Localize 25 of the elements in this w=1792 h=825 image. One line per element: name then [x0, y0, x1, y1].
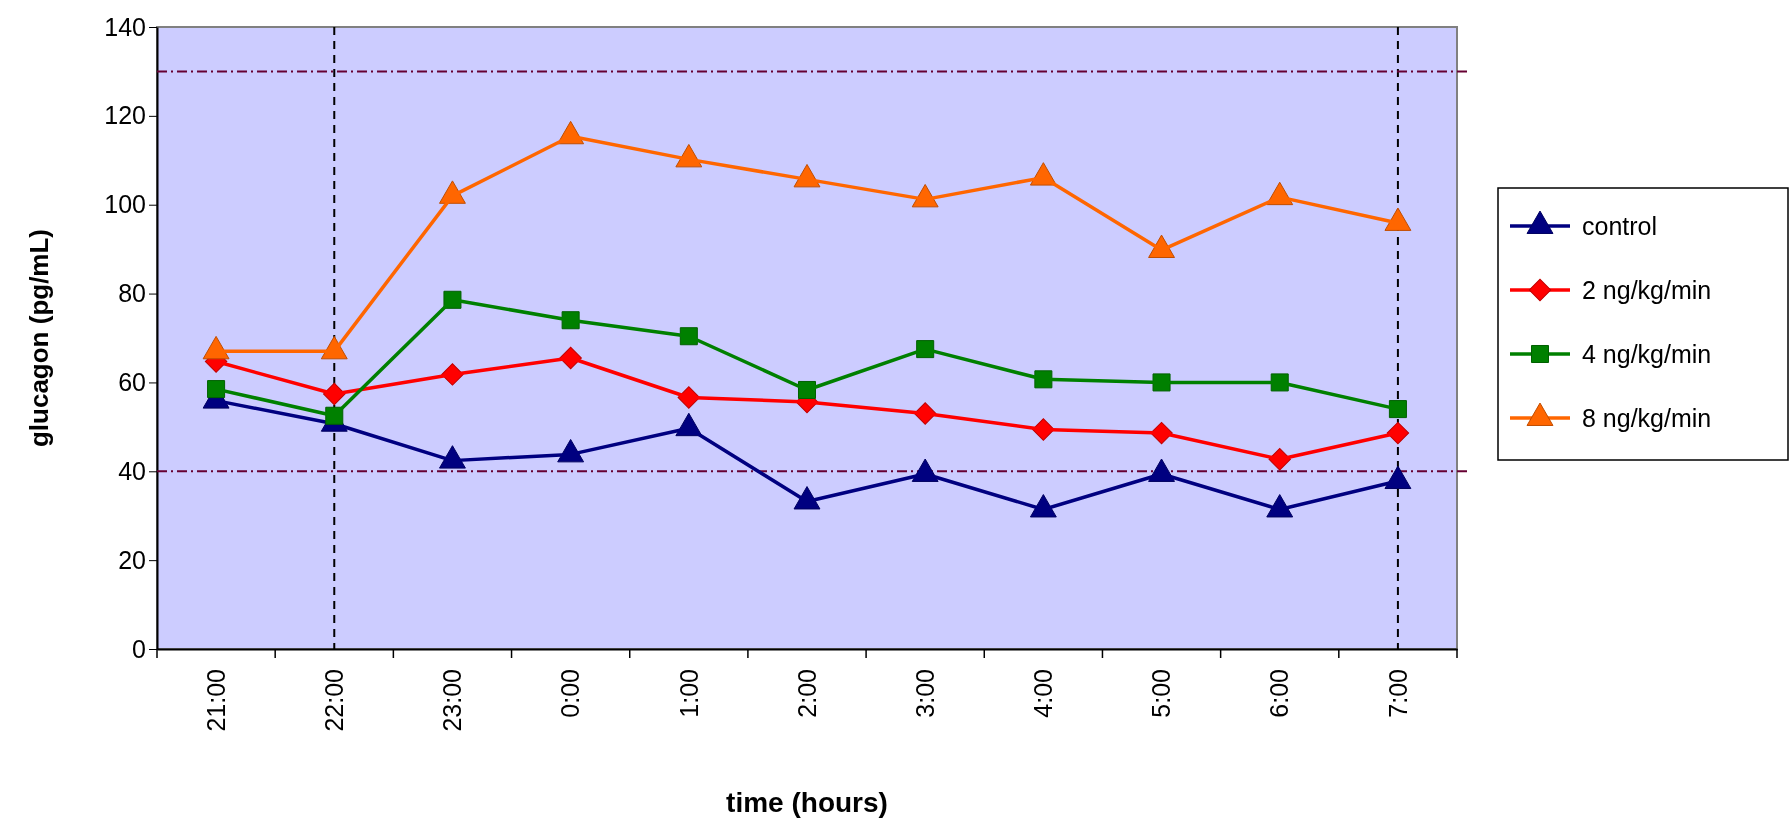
- y-axis-title: glucagon (pg/mL): [24, 228, 54, 448]
- x-tick-label: 7:00: [1383, 669, 1412, 718]
- x-tick-label: 5:00: [1147, 669, 1176, 718]
- x-tick-label: 1:00: [674, 669, 703, 718]
- y-tick-label: 20: [118, 545, 146, 574]
- x-tick-label: 4:00: [1029, 669, 1058, 718]
- legend-label: control: [1582, 211, 1658, 240]
- y-tick-label: 80: [118, 279, 146, 308]
- x-tick-label: 22:00: [320, 669, 349, 732]
- x-tick-label: 0:00: [556, 669, 585, 718]
- y-tick-label: 40: [118, 456, 146, 485]
- x-tick-label: 3:00: [910, 669, 939, 718]
- y-tick-label: 0: [132, 634, 146, 663]
- y-tick-label: 120: [104, 101, 146, 130]
- x-axis-title: time (hours): [726, 787, 888, 818]
- x-tick-label: 2:00: [792, 669, 821, 718]
- y-tick-label: 60: [118, 367, 146, 396]
- y-tick-label: 100: [104, 190, 146, 219]
- y-tick-label: 140: [104, 12, 146, 41]
- legend-label: 4 ng/kg/min: [1582, 339, 1712, 368]
- legend-label: 8 ng/kg/min: [1582, 403, 1712, 432]
- x-tick-label: 21:00: [201, 669, 230, 732]
- legend-label: 2 ng/kg/min: [1582, 275, 1712, 304]
- x-tick-label: 6:00: [1265, 669, 1294, 718]
- x-tick-label: 23:00: [438, 669, 467, 732]
